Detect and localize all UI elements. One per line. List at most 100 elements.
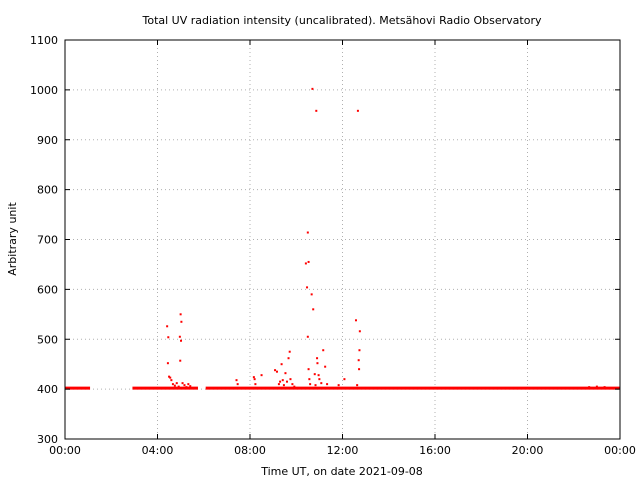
- data-point: [260, 374, 263, 377]
- x-tick-label: 00:00: [49, 444, 81, 457]
- data-point: [180, 339, 183, 342]
- baseline-points: [65, 386, 91, 390]
- x-tick-label: 20:00: [512, 444, 544, 457]
- y-tick-label: 700: [37, 234, 58, 247]
- data-point: [179, 313, 182, 316]
- axis-ticks: [64, 39, 621, 440]
- data-point: [281, 379, 284, 382]
- data-point: [169, 376, 172, 379]
- data-point: [275, 370, 278, 373]
- y-tick-label: 800: [37, 184, 58, 197]
- data-point: [277, 383, 280, 386]
- data-point: [253, 378, 256, 381]
- data-point: [183, 384, 186, 387]
- data-point: [179, 359, 182, 362]
- data-point: [288, 350, 291, 353]
- data-point: [308, 378, 311, 381]
- data-point: [254, 383, 257, 386]
- data-point: [284, 372, 287, 375]
- data-point: [287, 357, 290, 360]
- data-point: [180, 320, 183, 323]
- data-point: [168, 375, 171, 378]
- data-point: [170, 379, 173, 382]
- data-point: [280, 363, 283, 366]
- baseline-points: [205, 386, 621, 390]
- y-tick-label: 300: [37, 433, 58, 446]
- data-point: [286, 380, 288, 383]
- y-tick-label: 400: [37, 383, 58, 396]
- data-point: [167, 336, 170, 339]
- data-point: [358, 349, 361, 352]
- data-point: [356, 384, 359, 387]
- x-tick-label: 04:00: [142, 444, 174, 457]
- data-point: [358, 330, 361, 333]
- data-point: [313, 373, 316, 376]
- data-point: [315, 109, 318, 112]
- data-point: [274, 369, 277, 372]
- data-point: [177, 385, 180, 388]
- data-point: [317, 374, 320, 377]
- data-point: [310, 293, 313, 296]
- x-axis-tick-labels: 00:00 04:00 08:00 12:00 16:00 20:00 00:00: [49, 444, 636, 457]
- data-point: [175, 382, 178, 385]
- x-tick-label: 12:00: [327, 444, 359, 457]
- chart-title: Total UV radiation intensity (uncalibrat…: [142, 14, 542, 27]
- y-tick-label: 1000: [30, 84, 58, 97]
- data-point: [588, 386, 591, 389]
- data-point: [189, 385, 192, 388]
- data-point: [291, 383, 294, 386]
- data-point: [279, 380, 282, 383]
- data-point: [357, 359, 360, 362]
- data-point: [343, 378, 346, 381]
- data-point: [312, 308, 315, 311]
- data-point: [354, 319, 357, 322]
- data-point: [316, 362, 319, 365]
- x-tick-label: 00:00: [604, 444, 636, 457]
- data-point: [185, 386, 188, 389]
- data-point: [326, 383, 329, 386]
- data-point: [337, 384, 340, 387]
- data-point: [173, 384, 176, 387]
- data-point: [252, 376, 255, 379]
- x-axis-label: Time UT, on date 2021-09-08: [260, 465, 423, 478]
- data-point: [166, 362, 169, 365]
- data-point: [236, 383, 239, 386]
- data-point: [235, 379, 238, 382]
- data-point: [304, 262, 307, 265]
- data-point: [309, 383, 312, 386]
- y-axis-label: Arbitrary unit: [6, 202, 19, 276]
- data-point: [293, 385, 296, 388]
- data-point: [306, 231, 309, 234]
- data-point: [322, 349, 325, 352]
- data-point: [171, 383, 174, 386]
- data-point: [306, 335, 309, 338]
- data-point: [314, 384, 317, 387]
- y-tick-label: 900: [37, 134, 58, 147]
- data-point: [166, 325, 169, 328]
- y-tick-label: 600: [37, 283, 58, 296]
- x-tick-label: 16:00: [419, 444, 451, 457]
- data-point: [307, 368, 310, 371]
- data-point: [358, 368, 361, 371]
- x-tick-label: 08:00: [234, 444, 266, 457]
- data-point: [311, 87, 314, 90]
- data-point: [595, 385, 598, 388]
- data-point: [356, 109, 359, 112]
- data-point: [187, 383, 190, 386]
- data-point: [178, 335, 181, 338]
- y-tick-label: 500: [37, 333, 58, 346]
- data-point: [324, 365, 327, 368]
- data-point: [289, 378, 292, 381]
- data-point: [306, 286, 309, 289]
- data-point: [307, 260, 310, 263]
- data-point: [603, 386, 606, 389]
- y-axis-tick-labels: 300 400 500 600 700 800 900 1000 1100: [30, 34, 58, 446]
- data-point: [181, 382, 184, 385]
- data-point: [316, 357, 319, 360]
- data-point: [282, 384, 285, 387]
- data-point: [318, 378, 321, 381]
- baseline-points: [132, 386, 198, 390]
- data-point: [320, 382, 323, 385]
